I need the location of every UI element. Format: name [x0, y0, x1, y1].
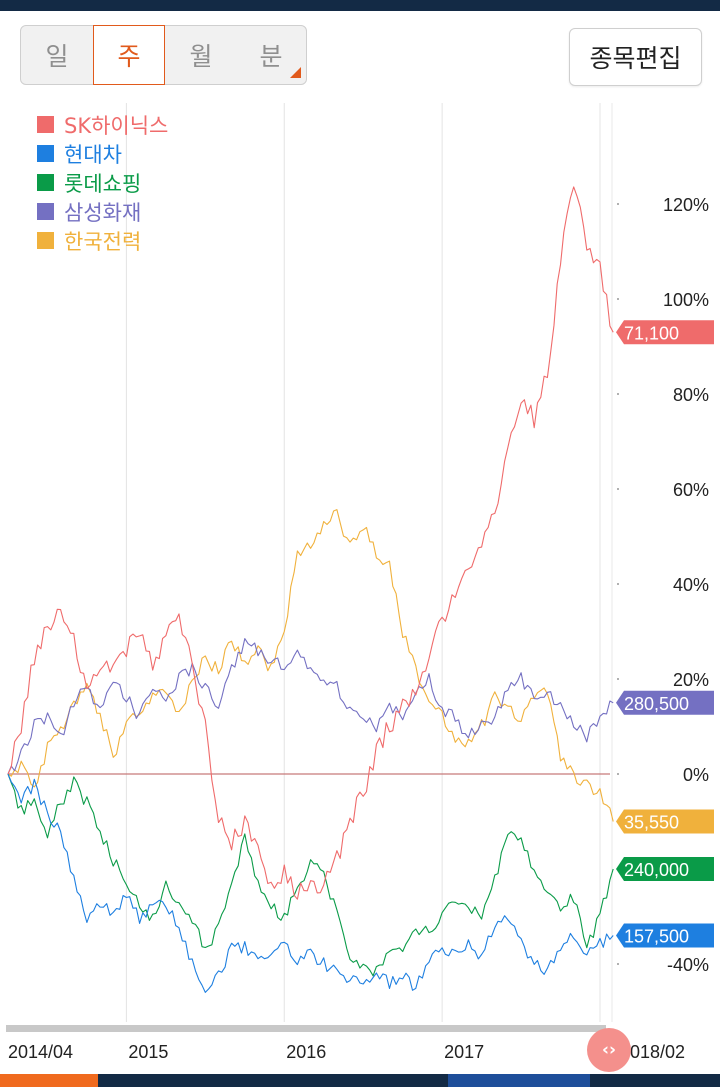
bottom-nav-bar: [0, 1074, 720, 1087]
y-tick-mark: [617, 298, 619, 300]
legend-item: 한국전력: [37, 226, 168, 255]
y-tick-label: 40%: [673, 575, 709, 595]
price-tag-label: 71,100: [624, 323, 679, 343]
y-tick-label: 100%: [663, 290, 709, 310]
x-tick-label: 2018/02: [620, 1042, 685, 1062]
price-tag: [616, 320, 714, 345]
tab-week[interactable]: 주: [93, 25, 165, 85]
y-tick-label: -40%: [667, 955, 709, 975]
price-tag-label: 280,500: [624, 694, 689, 714]
price-tag: [616, 690, 714, 715]
legend-swatch: [37, 145, 54, 162]
price-tag-label: 35,550: [624, 813, 679, 833]
series-line: [7, 186, 614, 900]
y-tick-label: 20%: [673, 670, 709, 690]
x-tick-label: 2015: [128, 1042, 168, 1062]
bottom-nav-accent: [0, 1074, 98, 1087]
legend-swatch: [37, 174, 54, 191]
tab-month[interactable]: 월: [189, 42, 213, 71]
tab-day[interactable]: 일: [45, 42, 69, 71]
x-tick-label: 2016: [286, 1042, 326, 1062]
legend-swatch: [37, 116, 54, 133]
legend-label: SK하이닉스: [64, 113, 169, 138]
x-scroll-track: [6, 1025, 606, 1032]
legend-item: 현대차: [37, 139, 168, 168]
tab-minute-label: 분: [259, 42, 283, 71]
comparison-line-chart: 120%100%80%60%40%20%0%-20%-40%71,100157,…: [6, 103, 714, 1062]
y-tick-label: 60%: [673, 480, 709, 500]
tab-minute[interactable]: 분: [235, 26, 307, 84]
price-tag: [616, 809, 714, 834]
dropdown-corner-icon: [290, 67, 301, 78]
y-tick-label: 120%: [663, 195, 709, 215]
legend-label: 한국전력: [64, 229, 142, 254]
top-status-bar: [0, 0, 720, 11]
price-tag-label: 240,000: [624, 860, 689, 880]
period-tabs: 일 주 월 분: [20, 25, 307, 85]
price-tag-label: 157,500: [624, 927, 689, 947]
legend-item: 삼성화재: [37, 197, 168, 226]
series-line: [7, 773, 614, 993]
x-tick-label: 2017: [444, 1042, 484, 1062]
legend-label: 현대차: [64, 142, 122, 167]
legend-swatch: [37, 232, 54, 249]
y-tick-mark: [617, 488, 619, 490]
series-line: [7, 509, 614, 822]
legend-label: 롯데쇼핑: [64, 171, 142, 196]
y-tick-label: 0%: [683, 765, 709, 785]
y-tick-mark: [617, 393, 619, 395]
y-tick-mark: [617, 963, 619, 965]
bottom-nav-accent-blue: [448, 1074, 590, 1087]
y-tick-mark: [617, 678, 619, 680]
series-line: [7, 773, 614, 977]
price-tag: [616, 923, 714, 948]
x-tick-label: 2014/04: [8, 1042, 73, 1062]
scroll-handle[interactable]: ‹›: [587, 1028, 631, 1072]
edit-stocks-button[interactable]: 종목편집: [569, 28, 702, 86]
legend-label: 삼성화재: [64, 200, 142, 225]
legend-item: 롯데쇼핑: [37, 168, 168, 197]
y-tick-label: 80%: [673, 385, 709, 405]
y-tick-mark: [617, 773, 619, 775]
legend-swatch: [37, 203, 54, 220]
legend-item: SK하이닉스: [37, 110, 168, 139]
price-tag: [616, 857, 714, 881]
y-tick-mark: [617, 203, 619, 205]
series-line: [7, 638, 614, 775]
y-tick-mark: [617, 583, 619, 585]
